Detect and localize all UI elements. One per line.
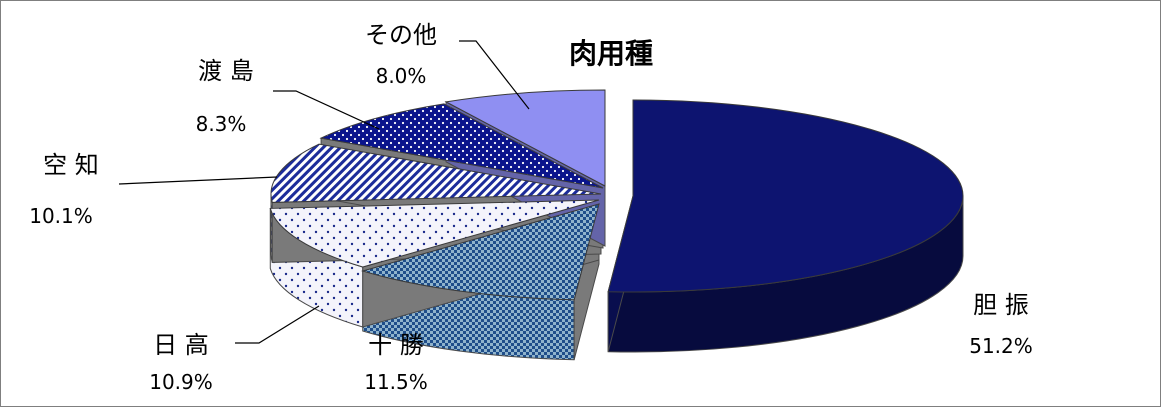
slice-5	[444, 89, 606, 187]
slice-labels: 胆 振 51.2% 十 勝 11.5% 日 高 10.9% 空 知 10.1% 渡 島 8.3% そ…	[29, 21, 1033, 394]
slice-label-1: 十 勝	[368, 331, 424, 359]
slice-2	[269, 199, 600, 268]
chart-title: 肉用種	[569, 37, 653, 70]
slice-label-5: その他	[365, 21, 437, 49]
pie-slices	[269, 89, 964, 361]
leader-line-3	[118, 176, 278, 185]
slice-value-5: 8.0%	[376, 64, 427, 88]
leader-lines	[118, 40, 530, 344]
slice-label-0: 胆 振	[973, 291, 1029, 319]
slice-1	[360, 203, 600, 301]
slice-value-4: 8.3%	[196, 112, 247, 136]
slice-value-3: 10.1%	[29, 204, 93, 228]
leader-line-5	[459, 40, 530, 110]
slice-4	[319, 103, 604, 189]
slice-value-1: 11.5%	[364, 370, 428, 394]
slice-3	[270, 143, 602, 203]
slice-0	[607, 99, 964, 293]
slice-value-2: 10.9%	[149, 370, 213, 394]
leader-line-4	[273, 90, 380, 130]
slice-label-2: 日 高	[153, 331, 209, 359]
leader-line-2	[235, 305, 320, 344]
slice-label-3: 空 知	[43, 151, 99, 179]
slice-value-0: 51.2%	[969, 334, 1033, 358]
slice-label-4: 渡 島	[198, 57, 254, 85]
